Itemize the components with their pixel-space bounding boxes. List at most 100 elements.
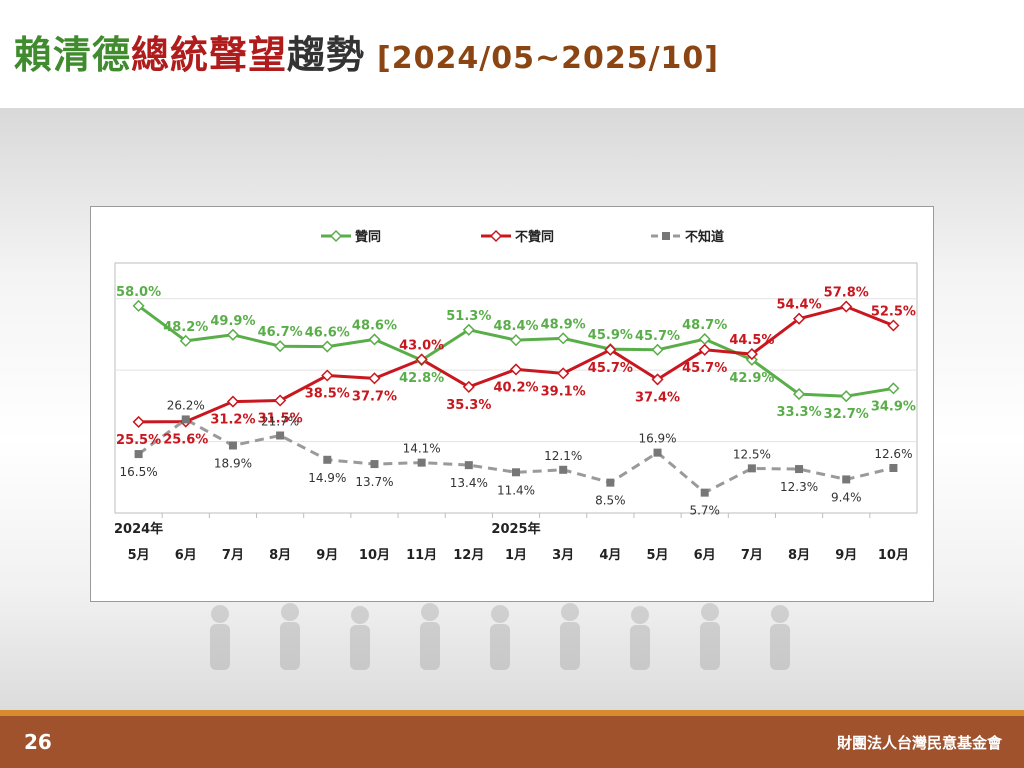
data-label-disapprove: 52.5%: [871, 305, 916, 320]
data-point-approve: [792, 388, 806, 401]
x-tick-label: 1月: [505, 548, 527, 563]
x-tick-label: 5月: [128, 548, 150, 563]
legend-label-unknown: 不知道: [685, 229, 724, 245]
data-point-unknown: [181, 415, 190, 424]
data-label-unknown: 9.4%: [831, 490, 862, 504]
footer-accent-line: [0, 710, 1024, 716]
data-label-unknown: 13.4%: [450, 476, 488, 490]
data-label-disapprove: 31.2%: [210, 413, 255, 428]
data-label-approve: 45.9%: [588, 328, 633, 343]
x-tick-label: 5月: [647, 548, 669, 563]
data-point-disapprove: [368, 372, 381, 385]
data-point-disapprove: [321, 369, 334, 382]
data-label-approve: 58.0%: [116, 285, 161, 300]
data-point-unknown: [464, 461, 473, 470]
page-title: 賴清德總統聲望趨勢 [2024/05~2025/10]: [14, 24, 719, 79]
data-point-disapprove: [651, 373, 664, 386]
x-tick-label: 8月: [788, 548, 810, 563]
x-tick-label: 9月: [316, 548, 338, 563]
data-label-unknown: 12.6%: [874, 447, 912, 461]
data-label-unknown: 21.7%: [261, 415, 299, 429]
data-label-approve: 48.7%: [682, 318, 727, 333]
title-part-1: 賴清德: [14, 33, 132, 77]
data-label-approve: 51.3%: [446, 309, 491, 324]
data-point-disapprove: [887, 319, 900, 332]
x-tick-label: 4月: [599, 548, 621, 563]
line-chart: 贊同 不贊同 不知道 58.0% 48.2% 49.9%46.7% 46.6% 48.6% 42…: [114, 229, 918, 563]
title-bar: 賴清德總統聲望趨勢 [2024/05~2025/10]: [0, 0, 1024, 108]
data-label-disapprove: 44.5%: [729, 333, 774, 348]
data-label-approve: 46.7%: [258, 325, 303, 340]
data-label-disapprove: 38.5%: [305, 387, 350, 402]
data-point-unknown: [228, 441, 237, 450]
data-point-disapprove: [604, 343, 617, 356]
data-point-disapprove: [557, 367, 570, 380]
data-label-disapprove: 37.4%: [635, 390, 680, 405]
data-label-approve: 48.4%: [493, 319, 538, 334]
data-label-approve: 45.7%: [635, 329, 680, 344]
data-point-disapprove: [132, 415, 145, 428]
data-label-unknown: 12.3%: [780, 480, 818, 494]
legend-label-approve: 贊同: [355, 229, 381, 245]
legend-marker-unknown: [662, 232, 670, 240]
crowd-silhouette-decoration: [210, 603, 790, 670]
data-point-disapprove: [509, 363, 523, 376]
data-label-unknown: 18.9%: [214, 457, 252, 471]
data-label-disapprove: 39.1%: [541, 384, 586, 399]
x-year-label: 2024年: [114, 521, 163, 537]
data-label-approve: 48.9%: [541, 317, 586, 332]
data-point-unknown: [512, 468, 520, 477]
data-point-approve: [132, 299, 145, 312]
data-point-disapprove: [840, 300, 853, 313]
x-tick-label: 12月: [453, 548, 484, 563]
data-point-unknown: [700, 488, 709, 497]
data-point-unknown: [417, 458, 426, 467]
data-point-disapprove: [462, 380, 475, 393]
data-label-unknown: 14.1%: [403, 442, 441, 456]
data-label-unknown: 12.1%: [544, 449, 582, 463]
data-point-disapprove: [226, 395, 240, 408]
data-point-approve: [226, 328, 240, 341]
data-point-approve: [509, 334, 523, 347]
data-label-unknown: 16.9%: [638, 432, 676, 446]
data-label-approve: 49.9%: [210, 314, 255, 329]
data-label-disapprove: 37.7%: [352, 389, 397, 404]
data-label-unknown: 11.4%: [497, 483, 535, 497]
x-tick-label: 7月: [222, 548, 244, 563]
x-tick-label: 7月: [741, 548, 763, 563]
data-label-approve: 46.6%: [305, 326, 350, 341]
data-label-approve: 42.8%: [399, 371, 444, 386]
data-label-unknown: 12.5%: [733, 447, 771, 461]
data-point-unknown: [653, 448, 662, 457]
data-point-approve: [179, 334, 192, 347]
data-point-disapprove: [792, 312, 806, 325]
title-date-range: [2024/05~2025/10]: [377, 41, 720, 76]
data-label-unknown: 26.2%: [167, 398, 205, 412]
data-label-approve: 32.7%: [824, 407, 869, 422]
data-point-approve: [651, 343, 664, 356]
title-part-2: 總統聲望: [131, 33, 288, 77]
data-label-disapprove: 25.6%: [163, 433, 208, 448]
data-label-disapprove: 35.3%: [446, 398, 491, 413]
page-number: 26: [24, 730, 52, 754]
footer-bar: 26 財團法人台灣民意基金會: [0, 716, 1024, 768]
data-point-unknown: [134, 450, 143, 459]
legend-marker-disapprove: [489, 229, 503, 243]
data-label-disapprove: 25.5%: [116, 433, 161, 448]
data-point-approve: [321, 340, 334, 353]
data-point-disapprove: [274, 394, 287, 407]
data-label-disapprove: 57.8%: [824, 286, 869, 301]
data-point-unknown: [559, 465, 568, 474]
data-label-unknown: 8.5%: [595, 494, 626, 508]
x-year-label: 2025年: [491, 521, 540, 537]
x-tick-label: 11月: [406, 548, 437, 563]
data-label-unknown: 5.7%: [689, 504, 720, 518]
data-point-unknown: [889, 464, 898, 472]
data-point-approve: [557, 332, 570, 345]
data-point-unknown: [795, 465, 804, 474]
data-label-unknown: 14.9%: [308, 471, 346, 485]
data-label-disapprove: 40.2%: [493, 380, 538, 395]
organization-name: 財團法人台灣民意基金會: [836, 734, 1002, 752]
x-tick-label: 6月: [694, 548, 716, 563]
x-tick-label: 6月: [175, 548, 197, 563]
